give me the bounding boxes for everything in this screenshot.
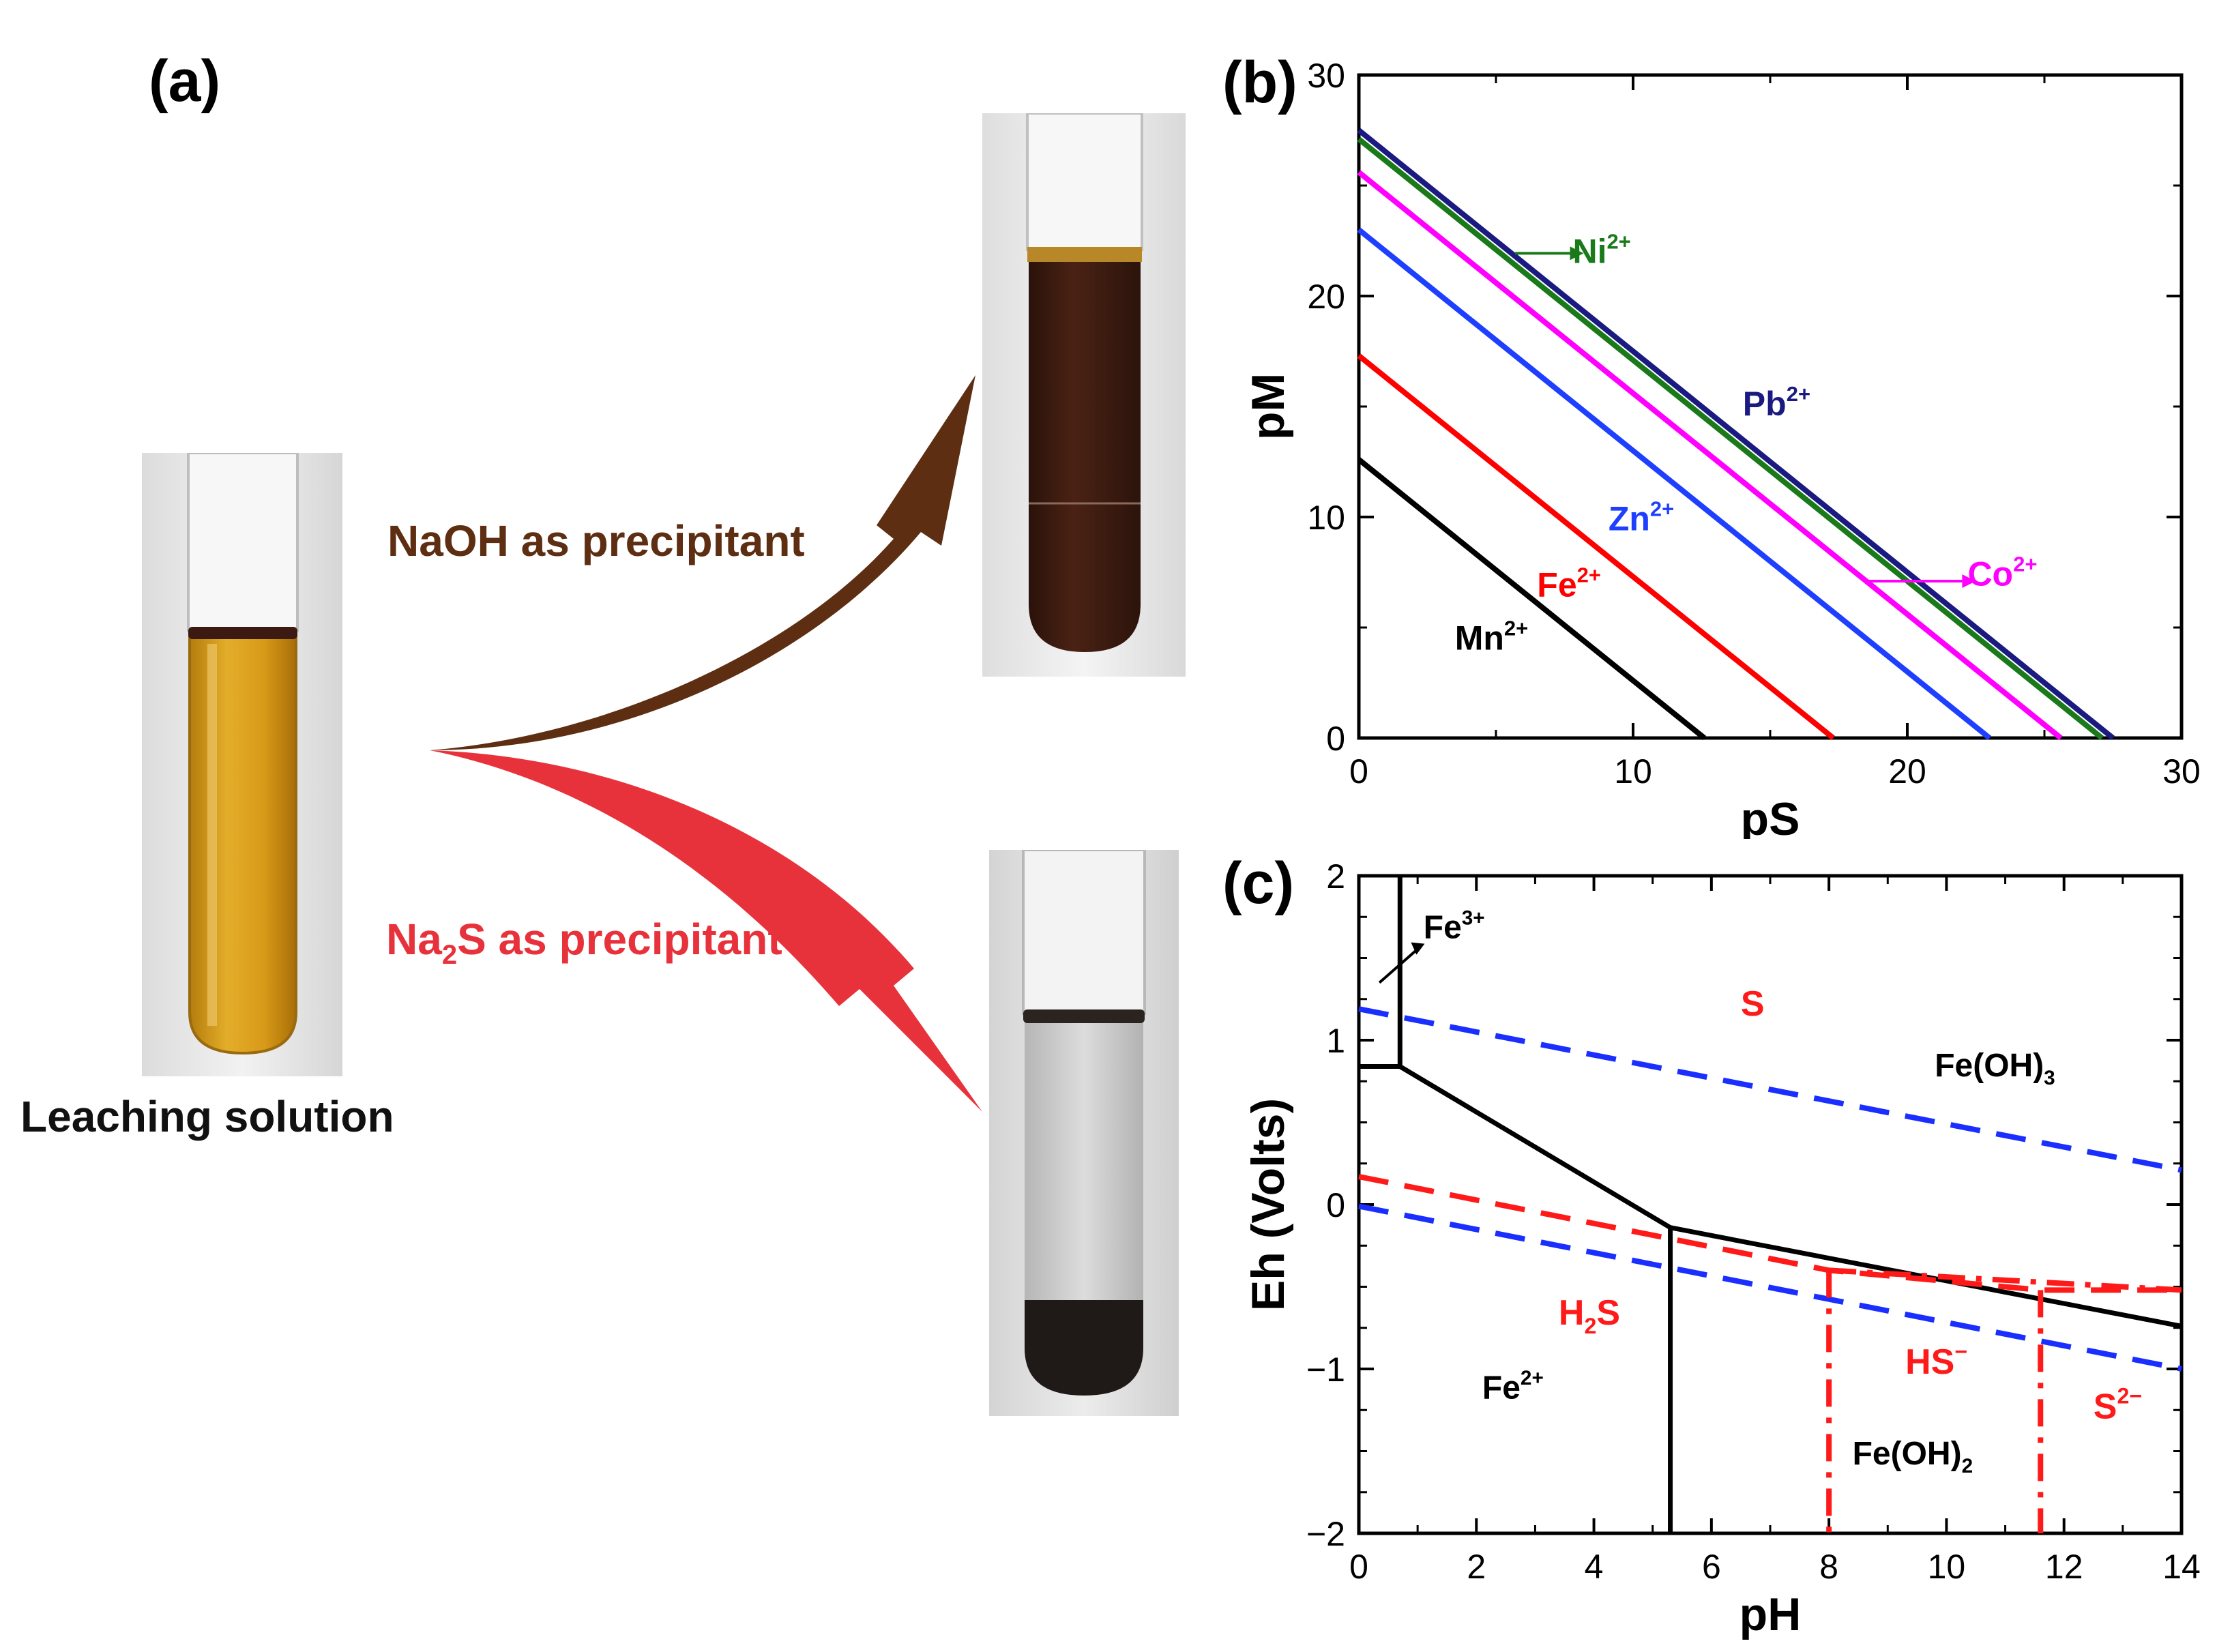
- x-tick-label: 12: [2045, 1548, 2083, 1586]
- x-tick-label: 0: [1349, 752, 1368, 791]
- series-label-pb: Pb2+: [1743, 382, 1810, 423]
- leaching-solution-photo: [142, 453, 342, 1076]
- naoh-label: NaOH as precipitant: [387, 516, 805, 565]
- plot-frame: [1357, 874, 2184, 1535]
- x-tick-label: 14: [2162, 1548, 2201, 1586]
- series-line-ni: [1357, 136, 2104, 741]
- boundary-line-5: [1358, 1174, 2182, 1293]
- naoh-tube-photo: [982, 113, 1186, 677]
- region-label-3: H2S: [1559, 1293, 1620, 1338]
- y-axis-label: Eh (Volts): [1242, 1098, 1294, 1311]
- x-tick-label: 10: [1928, 1548, 1966, 1586]
- region-label-2: Fe(OH)3: [1935, 1048, 2055, 1089]
- precipitant-arrows: [430, 375, 982, 1112]
- leaching-solution-caption: Leaching solution: [20, 1092, 394, 1141]
- region-label-4: Fe2+: [1482, 1367, 1544, 1406]
- region-label-0: Fe3+: [1424, 906, 1485, 945]
- x-tick-label: 20: [1888, 752, 1926, 791]
- ni-pointer-head: [1570, 246, 1584, 261]
- x-tick-label: 8: [1819, 1548, 1838, 1586]
- series-line-mn: [1357, 457, 1707, 741]
- y-tick-label: 10: [1307, 499, 1345, 537]
- panel-a-label: (a): [149, 48, 221, 114]
- series-line-zn: [1357, 227, 1992, 741]
- panel-label: (b): [1222, 50, 1297, 115]
- y-tick-label: 20: [1307, 278, 1345, 316]
- series-line-fe: [1357, 353, 1835, 741]
- chart-b: 0 10 20 30 0 10 20 30 pS pM (b) Mn2+Fe2+Zn2+ Co2+ Ni2…: [1222, 50, 2201, 839]
- x-tick-label: 2: [1467, 1548, 1486, 1586]
- y-axis-label: pM: [1242, 373, 1294, 440]
- y-tick-label: −2: [1306, 1515, 1345, 1553]
- fe3-pointer-head: [1411, 942, 1425, 955]
- series-label-mn: Mn2+: [1455, 616, 1529, 657]
- x-axis-label: pS: [1741, 793, 1800, 839]
- x-tick-label: 30: [2162, 752, 2201, 791]
- x-tick-label: 4: [1585, 1548, 1604, 1586]
- series-label-co: Co2+: [1967, 552, 2037, 593]
- x-tick-label: 6: [1702, 1548, 1721, 1586]
- y-tick-label: 0: [1326, 720, 1345, 758]
- na2s-label: Na2S as precipitant: [386, 915, 782, 970]
- region-label-1: S: [1741, 984, 1765, 1024]
- y-tick-label: −1: [1306, 1351, 1345, 1389]
- series-label-ni: Ni2+: [1573, 229, 1631, 270]
- series-label-fe: Fe2+: [1537, 563, 1601, 604]
- fe3-pointer-arrow: [1378, 945, 1422, 984]
- region-label-5: HS−: [1905, 1339, 1967, 1382]
- y-tick-label: 2: [1326, 857, 1345, 896]
- region-label-7: Fe(OH)2: [1853, 1436, 1973, 1477]
- x-axis-label: pH: [1739, 1589, 1802, 1640]
- panel-label: (c): [1222, 851, 1294, 916]
- x-tick-label: 10: [1614, 752, 1652, 791]
- series-line-co: [1357, 170, 2063, 741]
- series-line-pb: [1357, 128, 2115, 741]
- y-tick-label: 1: [1326, 1022, 1345, 1060]
- region-label-6: S2−: [2094, 1383, 2142, 1426]
- series-label-zn: Zn2+: [1609, 497, 1674, 537]
- y-tick-label: 30: [1307, 57, 1345, 95]
- na2s-tube-photo: [989, 850, 1179, 1416]
- x-tick-label: 0: [1349, 1548, 1368, 1586]
- boundary-line-4: [1358, 1203, 2182, 1372]
- co-pointer-head: [1962, 574, 1976, 588]
- na2s-arrow: [430, 750, 982, 1112]
- boundary-line-8: [1828, 1267, 2182, 1293]
- boundary-line-3: [1358, 1006, 2182, 1173]
- y-tick-label: 0: [1326, 1186, 1345, 1224]
